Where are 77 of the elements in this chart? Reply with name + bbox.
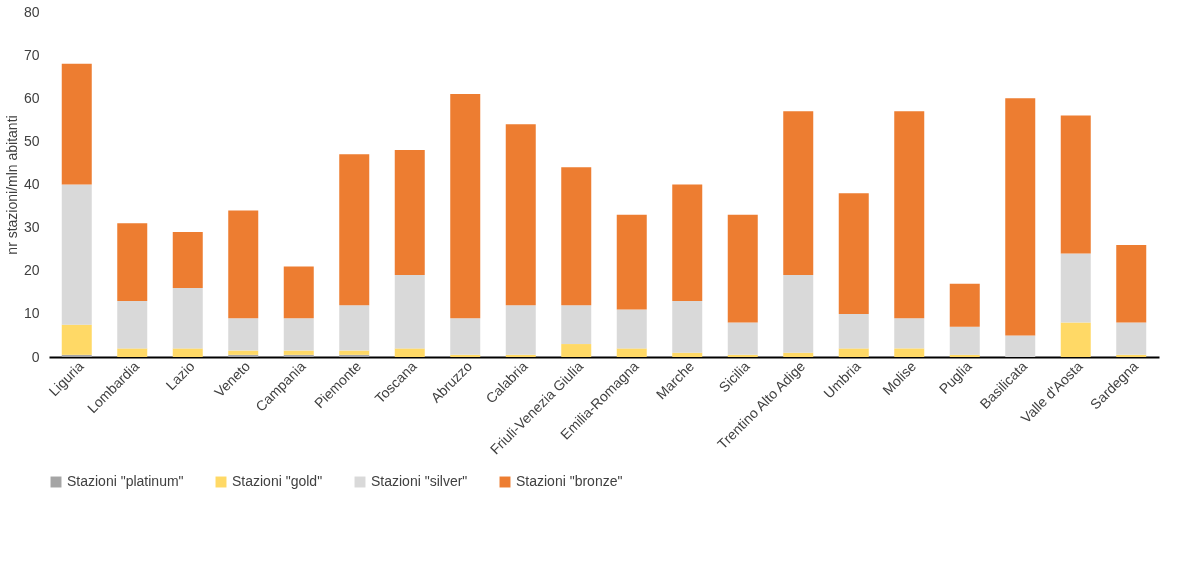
bar [228,210,259,319]
bar [61,63,92,185]
bar [727,354,758,357]
bar [228,350,259,355]
legend-label: Stazioni "platinum" [67,473,184,489]
bar [1060,253,1091,323]
bar [783,111,814,276]
bar [672,300,703,353]
bar [616,214,647,310]
bar [172,348,203,357]
bar [1060,322,1091,357]
bar [61,184,92,325]
y-tick-label: 20 [23,262,40,279]
bar [339,354,370,357]
bar [783,275,814,353]
bar [1116,244,1147,323]
bar [727,322,758,355]
bar [1116,354,1147,357]
bar [117,223,148,301]
bar [561,344,592,357]
bar [339,350,370,355]
bar [1005,335,1036,357]
bar [117,348,148,357]
y-tick-label: 40 [23,176,40,192]
bar [1060,115,1091,254]
bar [172,288,203,349]
bar [394,150,425,276]
bar [450,354,481,357]
legend-label: Stazioni "bronze" [516,473,623,489]
bar [616,309,647,349]
legend-label: Stazioni "silver" [371,473,468,489]
y-axis-title: nr stazioni/mln abitanti [3,115,20,255]
y-tick-label: 0 [31,348,40,365]
bar [117,300,148,349]
bar [339,305,370,351]
bar [949,354,980,357]
bar [949,283,980,327]
bar [616,348,647,357]
bar [61,324,92,355]
y-tick-label: 80 [23,3,40,20]
bar [894,111,925,319]
bar [894,318,925,349]
bar [228,318,259,351]
bar [450,318,481,355]
legend-label: Stazioni "gold" [232,473,323,489]
bar [450,93,481,319]
bar [561,167,592,306]
bar [561,305,592,345]
bar [1116,322,1147,355]
y-tick-label: 60 [23,89,40,106]
bar [838,348,869,357]
bar [394,348,425,357]
bar [283,354,314,357]
bar [228,354,259,357]
bar [672,352,703,357]
bar [894,348,925,357]
bar [672,184,703,301]
bar [1005,98,1036,336]
bar [283,266,314,319]
bar [727,214,758,323]
y-tick-label: 70 [23,46,40,63]
bar [838,313,869,349]
bar [283,350,314,355]
bar [505,354,536,357]
bar [783,352,814,357]
y-tick-label: 30 [23,219,40,236]
bar [172,231,203,288]
bar [61,354,92,357]
bar [505,305,536,355]
y-tick-label: 10 [23,305,40,322]
bar [838,193,869,314]
y-tick-label: 50 [23,132,40,149]
bar [394,275,425,349]
bar [283,318,314,351]
bar [505,124,536,306]
bar [339,154,370,306]
bar [949,326,980,355]
